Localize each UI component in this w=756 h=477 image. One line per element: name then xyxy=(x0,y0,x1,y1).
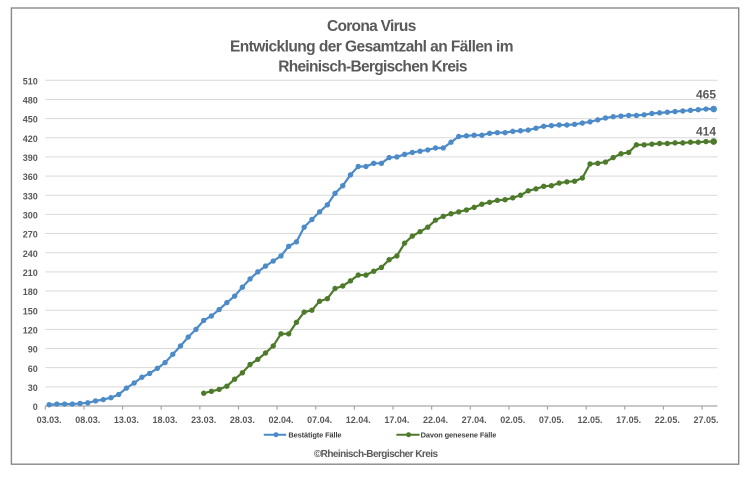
svg-text:03.03.: 03.03. xyxy=(37,415,62,425)
svg-text:07.05.: 07.05. xyxy=(539,415,564,425)
svg-text:12.04.: 12.04. xyxy=(346,415,371,425)
svg-text:180: 180 xyxy=(23,287,38,297)
svg-text:18.03.: 18.03. xyxy=(153,415,178,425)
svg-text:17.04.: 17.04. xyxy=(384,415,409,425)
svg-text:210: 210 xyxy=(23,268,38,278)
svg-text:240: 240 xyxy=(23,249,38,259)
svg-text:28.03.: 28.03. xyxy=(230,415,255,425)
svg-text:©Rheinisch-Bergischer Kreis: ©Rheinisch-Bergischer Kreis xyxy=(314,449,439,460)
svg-text:330: 330 xyxy=(23,191,38,201)
svg-text:90: 90 xyxy=(28,345,38,355)
svg-text:08.03.: 08.03. xyxy=(75,415,100,425)
svg-text:414: 414 xyxy=(696,124,716,138)
svg-text:150: 150 xyxy=(23,306,38,316)
svg-text:420: 420 xyxy=(23,134,38,144)
svg-text:22.05.: 22.05. xyxy=(655,415,680,425)
svg-text:07.04.: 07.04. xyxy=(307,415,332,425)
svg-text:Davon genesene Fälle: Davon genesene Fälle xyxy=(421,430,497,439)
svg-text:02.04.: 02.04. xyxy=(268,415,293,425)
svg-text:Bestätigte Fälle: Bestätigte Fälle xyxy=(288,430,341,439)
svg-text:23.03.: 23.03. xyxy=(191,415,216,425)
svg-text:27.05.: 27.05. xyxy=(693,415,718,425)
svg-text:465: 465 xyxy=(696,88,716,102)
svg-text:270: 270 xyxy=(23,230,38,240)
svg-text:13.03.: 13.03. xyxy=(114,415,139,425)
svg-text:390: 390 xyxy=(23,153,38,163)
svg-text:Entwicklung der Gesamtzahl an: Entwicklung der Gesamtzahl an Fällen im xyxy=(230,38,513,55)
svg-text:60: 60 xyxy=(28,364,38,374)
svg-text:Rheinisch-Bergischen Kreis: Rheinisch-Bergischen Kreis xyxy=(278,59,467,76)
svg-text:17.05.: 17.05. xyxy=(616,415,641,425)
svg-text:480: 480 xyxy=(23,96,38,106)
svg-text:300: 300 xyxy=(23,211,38,221)
svg-text:22.04.: 22.04. xyxy=(423,415,448,425)
svg-text:0: 0 xyxy=(33,402,38,412)
svg-text:510: 510 xyxy=(23,76,38,86)
svg-text:450: 450 xyxy=(23,115,38,125)
svg-text:02.05.: 02.05. xyxy=(500,415,525,425)
svg-text:27.04.: 27.04. xyxy=(462,415,487,425)
svg-text:12.05.: 12.05. xyxy=(578,415,603,425)
svg-text:30: 30 xyxy=(28,383,38,393)
svg-text:360: 360 xyxy=(23,172,38,182)
svg-text:120: 120 xyxy=(23,325,38,335)
svg-text:Corona Virus: Corona Virus xyxy=(327,18,416,35)
